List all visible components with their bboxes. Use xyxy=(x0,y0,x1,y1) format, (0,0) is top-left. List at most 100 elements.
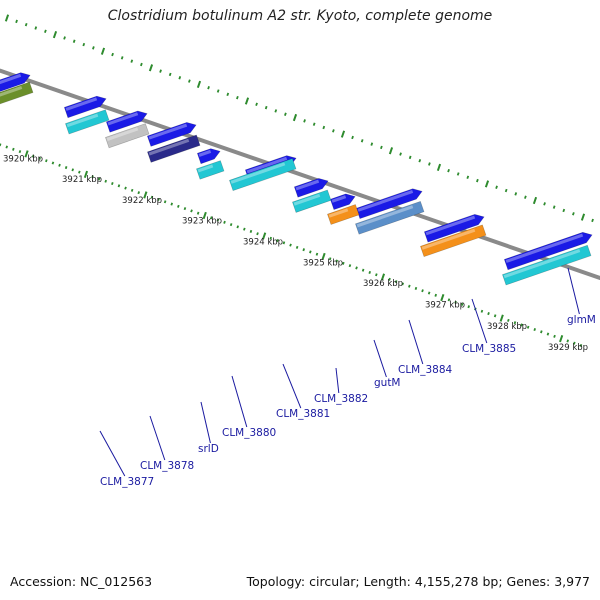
inner-minor-tick xyxy=(229,223,233,227)
inner-minor-tick xyxy=(150,195,154,199)
accession-text: Accession: NC_012563 xyxy=(10,574,153,589)
outer-major-tick xyxy=(196,80,202,89)
gene-feature[interactable] xyxy=(65,109,110,135)
inner-minor-tick xyxy=(51,161,55,165)
inner-minor-tick xyxy=(58,163,61,167)
inner-minor-tick xyxy=(18,150,22,154)
kbp-tick-label: 3921 kbp xyxy=(62,175,102,185)
cds-feature[interactable] xyxy=(146,120,198,147)
inner-minor-tick xyxy=(348,264,352,268)
cds-feature[interactable] xyxy=(503,230,594,271)
kbp-tick-label: 3925 kbp xyxy=(303,258,343,268)
outer-major-tick xyxy=(244,97,250,105)
gene-label[interactable]: CLM_3884 xyxy=(398,364,453,376)
inner-minor-tick xyxy=(507,318,510,322)
inner-minor-tick xyxy=(394,280,398,284)
cds-feature[interactable] xyxy=(63,94,108,119)
gene-feature[interactable] xyxy=(196,160,225,180)
cds-feature[interactable] xyxy=(0,70,32,94)
outer-minor-tick xyxy=(207,85,210,90)
inner-minor-tick xyxy=(243,227,246,231)
inner-major-tick xyxy=(24,150,29,158)
outer-minor-tick xyxy=(216,89,220,93)
inner-minor-tick xyxy=(104,179,108,183)
gene-label[interactable]: CLM_3882 xyxy=(314,393,368,405)
outer-minor-tick xyxy=(332,129,335,133)
genome-stats-text: Topology: circular; Length: 4,155,278 bp… xyxy=(246,574,590,589)
outer-minor-tick xyxy=(284,112,287,116)
inner-minor-tick xyxy=(342,261,345,265)
gene-label[interactable]: gutM xyxy=(374,377,401,389)
inner-minor-tick xyxy=(64,166,68,170)
cds-feature[interactable] xyxy=(196,146,222,165)
inner-minor-tick xyxy=(328,257,332,261)
inner-minor-tick xyxy=(71,168,75,172)
outer-minor-tick xyxy=(447,168,450,173)
inner-minor-tick xyxy=(460,302,464,306)
gene-label[interactable]: srlD xyxy=(198,443,219,455)
cds-feature[interactable] xyxy=(293,176,330,198)
gene-feature[interactable] xyxy=(229,158,297,192)
gene-feature[interactable] xyxy=(147,134,201,163)
outer-minor-tick xyxy=(399,152,402,156)
cds-feature[interactable] xyxy=(105,108,149,133)
label-leader-line xyxy=(231,375,248,428)
outer-major-tick xyxy=(100,47,106,55)
gene-label[interactable]: glmM xyxy=(567,314,596,326)
gene-feature[interactable] xyxy=(502,244,592,286)
outer-minor-tick xyxy=(34,26,38,30)
gene-label[interactable]: CLM_3881 xyxy=(276,408,330,420)
outer-tick-ring xyxy=(4,14,594,223)
label-leader-line xyxy=(99,430,126,477)
kbp-tick-label: 3920 kbp xyxy=(3,155,43,165)
label-leader-line xyxy=(282,363,302,409)
outer-minor-tick xyxy=(408,155,412,160)
outer-major-tick xyxy=(148,64,154,72)
outer-minor-tick xyxy=(572,212,575,216)
gene-feature[interactable] xyxy=(292,189,332,213)
cds-feature[interactable] xyxy=(329,191,357,211)
inner-minor-tick xyxy=(196,211,200,215)
outer-minor-tick xyxy=(360,139,364,143)
inner-minor-tick xyxy=(520,323,523,327)
gene-label[interactable]: CLM_3877 xyxy=(100,476,154,488)
gene-feature[interactable] xyxy=(327,204,360,225)
gene-label[interactable]: CLM_3880 xyxy=(222,427,276,439)
inner-minor-tick xyxy=(493,314,497,318)
outer-minor-tick xyxy=(351,135,354,140)
outer-minor-tick xyxy=(312,122,316,126)
inner-major-tick xyxy=(499,314,504,322)
inner-minor-tick xyxy=(12,147,15,151)
gene-feature[interactable] xyxy=(355,200,425,235)
cds-feature[interactable] xyxy=(355,186,424,220)
inner-minor-tick xyxy=(388,277,391,281)
inner-minor-tick xyxy=(302,248,306,252)
inner-minor-tick xyxy=(566,339,570,343)
inner-minor-tick xyxy=(414,286,418,290)
inner-minor-tick xyxy=(447,298,451,302)
inner-minor-tick xyxy=(177,204,180,208)
gene-feature[interactable] xyxy=(105,123,150,149)
gene-label[interactable]: CLM_3878 xyxy=(140,460,194,472)
inner-major-tick xyxy=(143,191,148,199)
inner-minor-tick xyxy=(163,200,167,204)
cds-feature[interactable] xyxy=(423,212,486,243)
gene-feature[interactable] xyxy=(420,224,487,258)
gene-label[interactable]: CLM_3885 xyxy=(462,343,516,355)
outer-minor-tick xyxy=(63,36,66,40)
outer-minor-tick xyxy=(140,62,143,67)
kbp-tick-label: 3923 kbp xyxy=(182,217,222,227)
outer-minor-tick xyxy=(562,208,566,213)
gene-feature[interactable] xyxy=(0,81,34,108)
outer-minor-tick xyxy=(255,102,258,107)
outer-minor-tick xyxy=(15,19,18,24)
outer-minor-tick xyxy=(168,72,172,77)
outer-minor-tick xyxy=(44,29,47,34)
inner-minor-tick xyxy=(276,239,279,243)
outer-minor-tick xyxy=(428,162,431,166)
outer-minor-tick xyxy=(303,119,306,123)
kbp-tick-label: 3927 kbp xyxy=(425,301,465,311)
inner-minor-tick xyxy=(454,300,457,304)
inner-minor-tick xyxy=(91,175,94,179)
